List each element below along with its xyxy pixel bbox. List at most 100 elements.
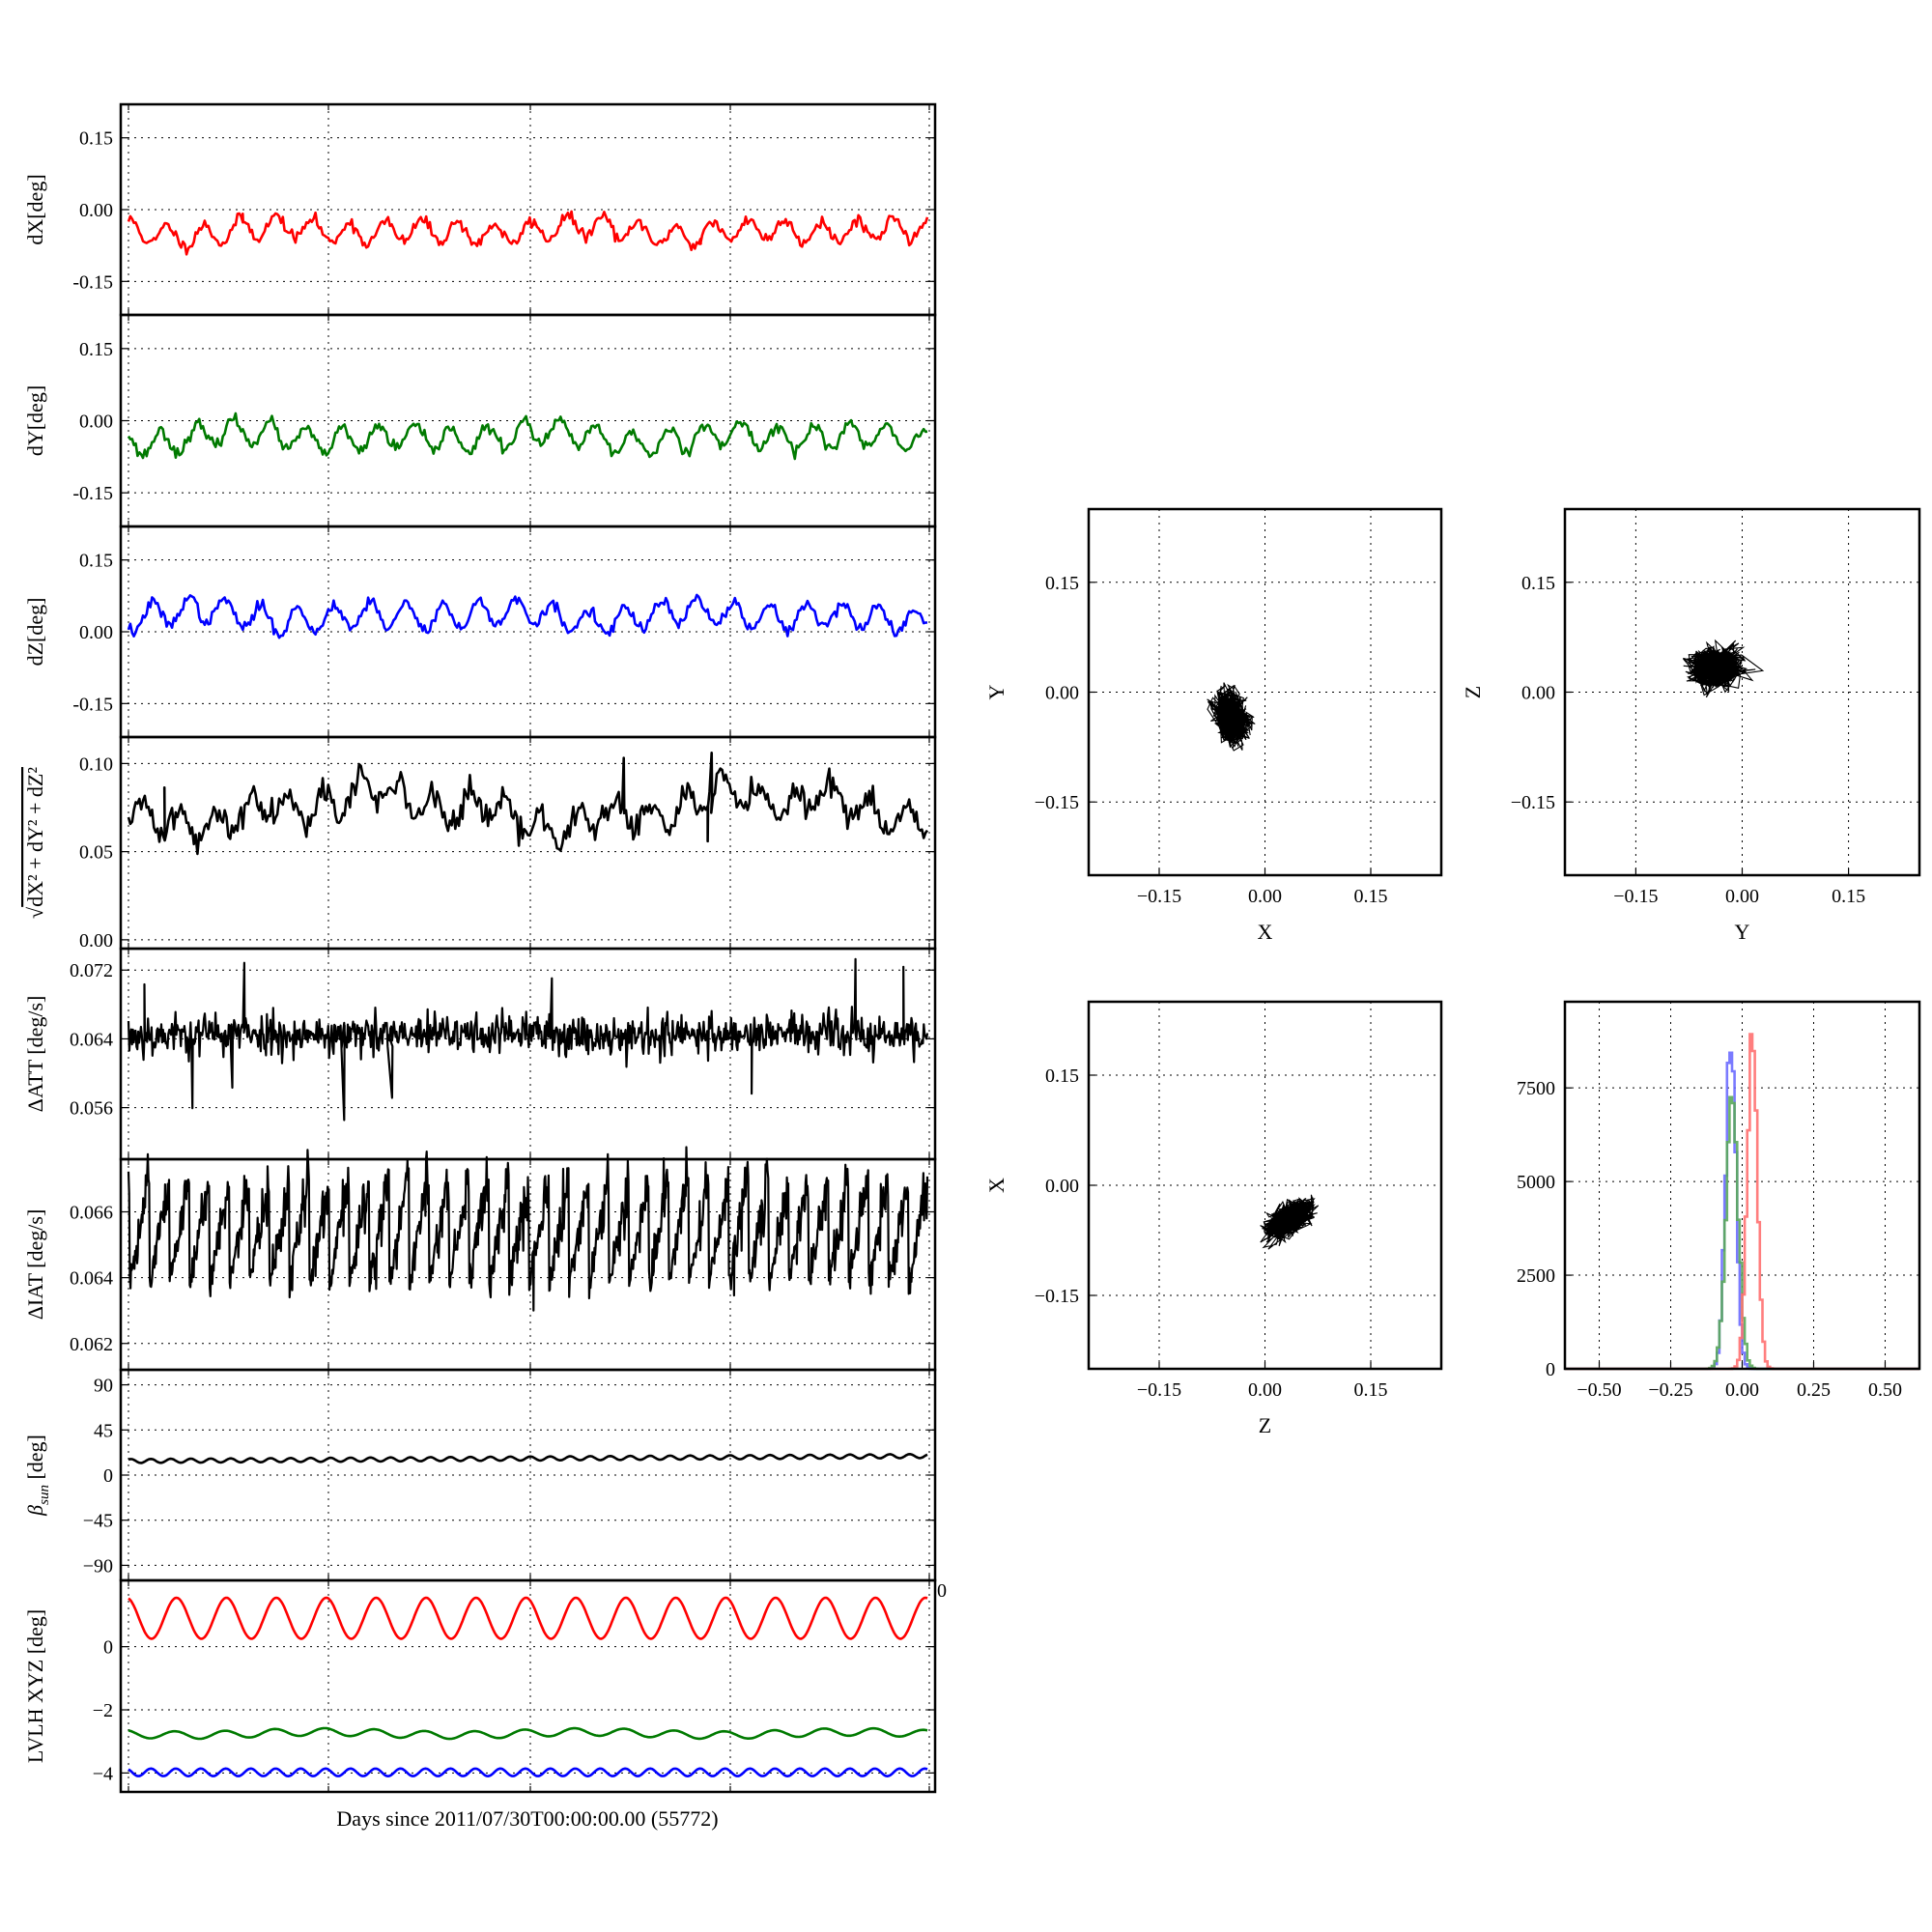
y-tick-label: 0.15 xyxy=(79,551,113,572)
y-tick-label: 0.00 xyxy=(79,200,113,221)
y-tick-label: 0.00 xyxy=(79,930,113,952)
y-axis-label: dY[deg] xyxy=(23,385,47,456)
y-tick-label: 0 xyxy=(1546,1359,1555,1380)
series-line-dR-0 xyxy=(127,752,929,856)
x-axis-label: Z xyxy=(1259,1413,1271,1437)
series-line-lvlh-1 xyxy=(128,1726,928,1741)
series-line-dZ-0 xyxy=(127,593,927,639)
series-line-lvlh-2 xyxy=(128,1767,928,1777)
y-axis-label: ΔIAT [deg/s] xyxy=(23,1209,47,1321)
x-tick-label: 0.00 xyxy=(1248,886,1282,907)
y-tick-label: 0.056 xyxy=(70,1098,113,1120)
series-line-dIAT-0 xyxy=(127,1146,929,1312)
y-tick-label: 0.10 xyxy=(79,753,113,775)
panel-dR: 0.10 0.05 0.00 √dX² + dY² + dZ² xyxy=(23,735,937,952)
scatter-trace-YZ xyxy=(1682,639,1765,698)
series-line-dX-0 xyxy=(127,210,929,256)
y-tick-label: −0.15 xyxy=(1511,792,1555,813)
y-tick-label: 0 xyxy=(103,1637,113,1659)
y-tick-label: 0.15 xyxy=(1045,1065,1079,1087)
x-tick-label: −0.50 xyxy=(1577,1379,1621,1401)
y-tick-label: -0.15 xyxy=(72,483,113,504)
x-tick-label: 0.25 xyxy=(1797,1379,1831,1401)
y-tick-label: 0.00 xyxy=(1045,1176,1079,1197)
corner-tick-label: 0 xyxy=(937,1580,947,1602)
y-axis-label: dX[deg] xyxy=(23,174,47,244)
y-axis-label: LVLH XYZ [deg] xyxy=(23,1609,47,1763)
x-tick-label: −0.15 xyxy=(1137,1379,1181,1401)
axes-frame xyxy=(1563,1000,1921,1371)
y-tick-label: 0.064 xyxy=(70,1029,113,1050)
y-tick-label: 0.00 xyxy=(1045,683,1079,704)
x-tick-label: 0.00 xyxy=(1725,1379,1759,1401)
y-tick-label: 0.064 xyxy=(70,1268,113,1290)
series-line-dY-0 xyxy=(127,412,928,461)
y-tick-label: −90 xyxy=(83,1555,113,1577)
y-axis-label: βsun [deg] xyxy=(23,1435,52,1517)
x-tick-label: −0.15 xyxy=(1613,886,1658,907)
y-axis-label: X xyxy=(984,1178,1009,1193)
x-tick-label: 0.15 xyxy=(1354,1379,1388,1401)
panel-beta: 90 45 0 −45 −90 βsun [deg] xyxy=(23,1368,937,1582)
y-tick-label: 5000 xyxy=(1517,1172,1555,1193)
scatter-trace-XY xyxy=(1207,682,1256,752)
x-tick-label: 0.00 xyxy=(1248,1379,1282,1401)
y-axis-label: dZ[deg] xyxy=(23,598,47,667)
scatter-trace-ZX xyxy=(1260,1194,1320,1250)
panel-YZ: −0.15 −0.15 0.00 0.00 0.15 0.15 Y Z xyxy=(1461,507,1921,944)
x-tick-label: 0.15 xyxy=(1832,886,1865,907)
y-tick-label: −4 xyxy=(93,1763,113,1784)
x-axis-label: Y xyxy=(1735,920,1750,944)
panel-dZ: 0.15 0.00 -0.15 dZ[deg] xyxy=(23,525,937,739)
y-tick-label: 0.15 xyxy=(1521,573,1555,594)
panel-dATT: 0.072 0.064 0.056 ΔATT [deg/s] xyxy=(23,947,937,1161)
y-axis-label: Y xyxy=(984,684,1009,699)
axes-frame xyxy=(119,1578,937,1794)
y-tick-label: −2 xyxy=(93,1700,113,1721)
y-tick-label: 0.066 xyxy=(70,1203,113,1224)
x-axis-label: X xyxy=(1258,920,1273,944)
y-tick-label: 0.05 xyxy=(79,842,113,864)
x-tick-label: −0.15 xyxy=(1137,886,1181,907)
y-tick-label: −0.15 xyxy=(1035,1286,1079,1307)
panel-ZX: −0.15 −0.15 0.00 0.00 0.15 0.15 Z X xyxy=(984,1000,1443,1437)
y-tick-label: 7500 xyxy=(1517,1078,1555,1099)
x-tick-label: 0.15 xyxy=(1354,886,1388,907)
panel-dY: 0.15 0.00 -0.15 dY[deg] xyxy=(23,313,937,528)
axes-frame xyxy=(1087,507,1443,877)
x-tick-label: 0.00 xyxy=(1725,886,1759,907)
y-tick-label: 0.15 xyxy=(1045,573,1079,594)
y-tick-label: 0.15 xyxy=(79,339,113,360)
series-line-lvlh-0 xyxy=(128,1596,928,1640)
series-line-dATT-0 xyxy=(127,957,929,1122)
y-tick-label: -0.15 xyxy=(72,694,113,715)
y-tick-label: -0.15 xyxy=(72,271,113,293)
y-tick-label: 0.15 xyxy=(79,128,113,150)
y-tick-label: 0.00 xyxy=(79,412,113,433)
y-tick-label: 0.00 xyxy=(1521,683,1555,704)
panel-dIAT: 0.066 0.064 0.062 ΔIAT [deg/s] xyxy=(23,1146,937,1372)
series-line-beta-0 xyxy=(128,1453,928,1464)
panel-dX: 0.15 0.00 -0.15 dX[deg] xyxy=(23,102,937,317)
panel-lvlh: 0 −2 −4 LVLH XYZ [deg] xyxy=(23,1578,937,1794)
y-tick-label: 90 xyxy=(94,1376,113,1397)
y-tick-label: −45 xyxy=(83,1511,113,1532)
y-tick-label: 0.00 xyxy=(79,622,113,643)
y-tick-label: 0.072 xyxy=(70,960,113,981)
y-tick-label: −0.15 xyxy=(1035,792,1079,813)
y-tick-label: 45 xyxy=(94,1420,113,1441)
y-axis-label: √dX² + dY² + dZ² xyxy=(23,767,47,919)
axes-frame xyxy=(1563,507,1921,877)
panel-hist: −0.50 −0.25 0.00 0.25 0.50 0 2500 5000 7500 xyxy=(1517,1000,1921,1401)
axes-frame xyxy=(119,735,937,951)
y-tick-label: 0 xyxy=(103,1465,113,1487)
x-tick-label: −0.25 xyxy=(1648,1379,1692,1401)
panel-XY: −0.15 −0.15 0.00 0.00 0.15 0.15 X Y xyxy=(984,507,1443,944)
y-tick-label: 0.062 xyxy=(70,1334,113,1355)
x-tick-label: 0.50 xyxy=(1868,1379,1902,1401)
axes-frame xyxy=(1087,1000,1443,1371)
y-tick-label: 2500 xyxy=(1517,1265,1555,1287)
y-axis-label: Z xyxy=(1461,686,1485,698)
figure-x-axis-label: Days since 2011/07/30T00:00:00.00 (55772… xyxy=(336,1806,718,1831)
